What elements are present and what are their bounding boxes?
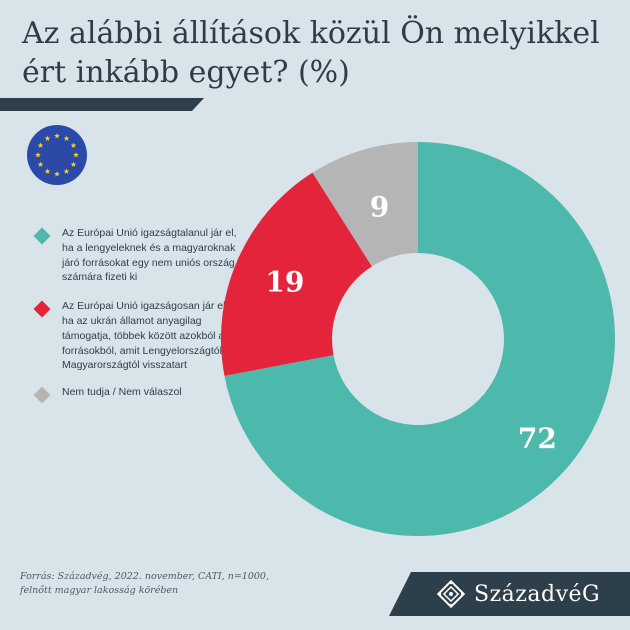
eu-flag-star [44, 135, 51, 141]
legend-swatch-red [33, 300, 51, 318]
donut-slice-dont-know [312, 142, 418, 267]
eu-flag-star [35, 152, 41, 158]
donut-slice-fair [220, 172, 372, 376]
brand-banner [389, 572, 630, 616]
source-line-1: Forrás: Századvég, 2022. november, CATI,… [20, 571, 269, 582]
eu-flag-star [37, 161, 44, 167]
donut-value-label: 72 [518, 422, 557, 455]
chart-title: Az alábbi állítások közül Ön melyikkel é… [22, 16, 600, 90]
legend-item-dont-know: Nem tudja / Nem válaszol [32, 385, 237, 404]
legend-swatch-teal [33, 227, 51, 245]
legend-label: Az Európai Unió igazságtalanul jár el, h… [62, 227, 237, 284]
brand-logo-text: SzázadvéG [474, 582, 601, 607]
chart-legend: Az Európai Unió igazságtalanul jár el, h… [32, 226, 237, 412]
donut-value-label: 19 [265, 265, 304, 298]
eu-flag-star [70, 161, 77, 167]
eu-flag-star [44, 168, 51, 174]
eu-flag-star [70, 142, 77, 148]
eu-flag-star [63, 168, 70, 174]
legend-item-unfair: Az Európai Unió igazságtalanul jár el, h… [32, 226, 237, 285]
eu-flag-star [54, 171, 60, 177]
donut-slice-unfair [224, 142, 615, 536]
eu-flag-star [73, 152, 79, 158]
legend-swatch-gray [33, 386, 51, 404]
eu-flag-star [63, 135, 70, 141]
legend-label: Az Európai Unió igazságosan jár el, ha a… [62, 300, 236, 372]
szazadveg-emblem-icon [437, 580, 465, 608]
eu-flag-star [54, 133, 60, 139]
eu-flag-icon [27, 125, 87, 185]
eu-flag-star [37, 142, 44, 148]
donut-value-label: 9 [370, 191, 389, 224]
legend-label: Nem tudja / Nem válaszol [62, 386, 182, 399]
source-line-2: felnőtt magyar lakosság körében [20, 585, 179, 596]
legend-item-fair: Az Európai Unió igazságosan jár el, ha a… [32, 299, 237, 373]
title-underline-bar [0, 98, 204, 111]
source-note: Forrás: Századvég, 2022. november, CATI,… [20, 570, 320, 598]
